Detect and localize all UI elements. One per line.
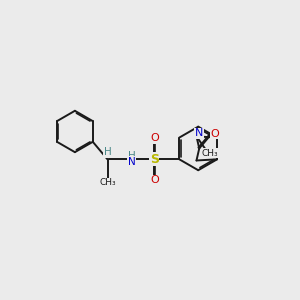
Text: H: H <box>128 151 135 161</box>
Text: O: O <box>211 128 219 139</box>
Text: H: H <box>103 148 111 158</box>
Text: N: N <box>195 128 203 138</box>
Text: O: O <box>150 176 159 185</box>
Text: N: N <box>128 157 135 166</box>
Text: CH₃: CH₃ <box>99 178 116 188</box>
Text: S: S <box>150 153 159 166</box>
Text: CH₃: CH₃ <box>201 148 218 158</box>
Text: O: O <box>150 133 159 143</box>
